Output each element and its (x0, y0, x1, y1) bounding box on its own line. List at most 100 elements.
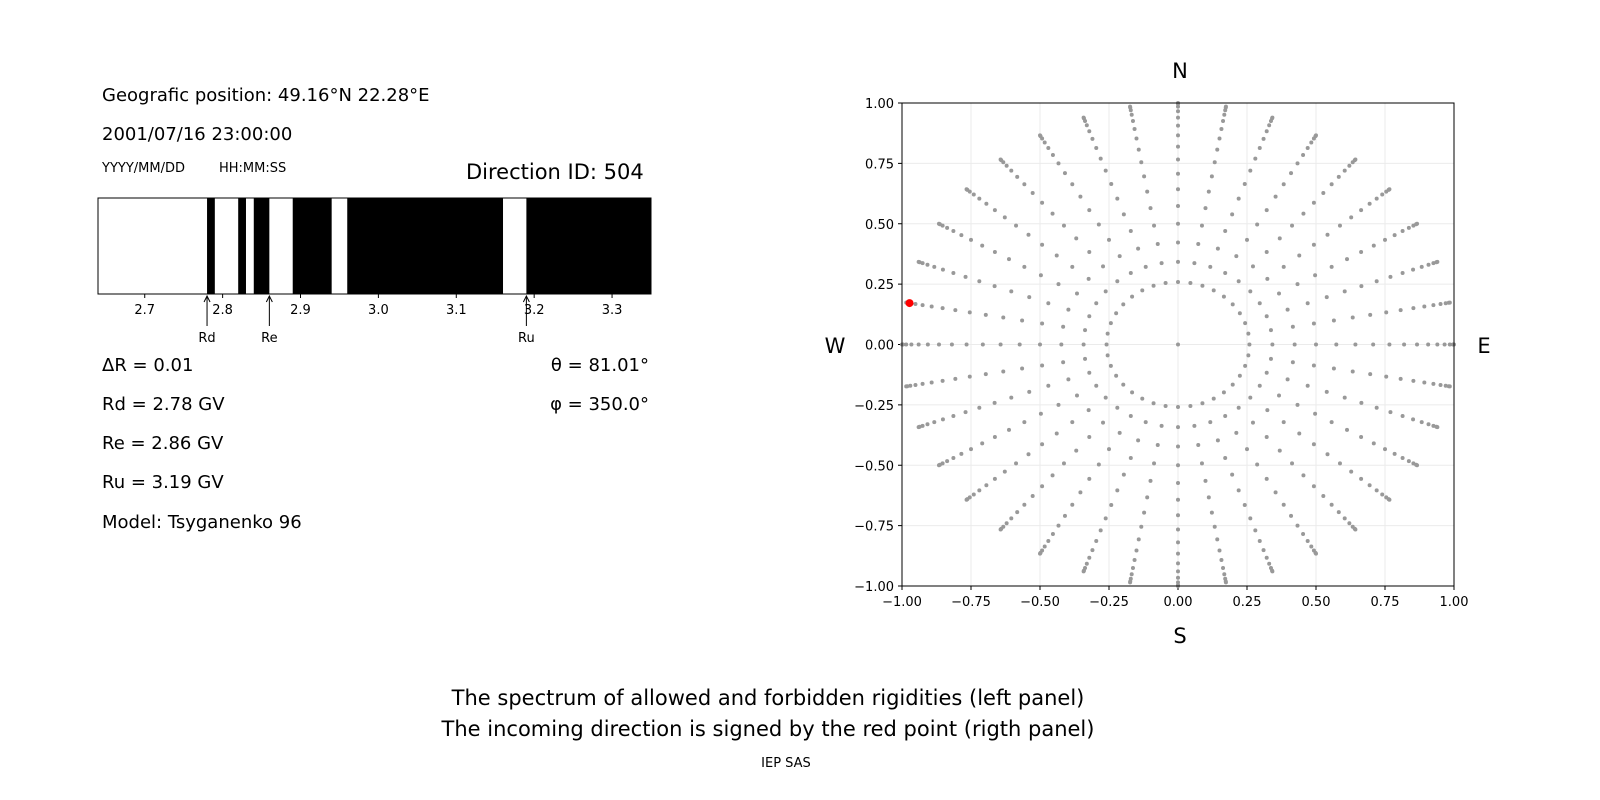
direction-point (1221, 119, 1226, 124)
direction-point (1128, 270, 1133, 275)
direction-point (1196, 241, 1201, 246)
direction-point (1400, 455, 1405, 460)
direction-point (1222, 112, 1227, 117)
direction-point (1329, 182, 1334, 187)
direction-point (1206, 495, 1211, 500)
direction-point (1290, 360, 1295, 365)
direction-point (1148, 478, 1153, 483)
direction-point (932, 420, 937, 425)
direction-point (1253, 528, 1258, 533)
direction-point (1255, 462, 1260, 467)
direction-point (1426, 422, 1431, 427)
direction-point (1324, 389, 1329, 394)
direction-point (1277, 291, 1282, 296)
direction-point (1295, 161, 1300, 166)
direction-point (1206, 189, 1211, 194)
direction-point (1290, 324, 1295, 329)
direction-point (1050, 152, 1055, 157)
direction-point (1314, 133, 1318, 138)
theta-value: θ = 81.01° (550, 355, 649, 376)
direction-point (1121, 382, 1126, 387)
direction-point (940, 306, 945, 311)
compass-north: N (1172, 59, 1188, 83)
direction-point (1245, 447, 1249, 452)
direction-point (1388, 410, 1393, 415)
direction-point (1040, 363, 1045, 368)
direction-point (1221, 294, 1226, 299)
direction-point (1117, 430, 1122, 435)
direction-point (904, 384, 909, 389)
direction-point (1103, 516, 1108, 521)
direction-point (1128, 455, 1133, 460)
direction-point (1350, 315, 1355, 320)
direction-point (992, 434, 997, 439)
direction-point (913, 383, 918, 388)
direction-point (1261, 136, 1266, 141)
direction-point (916, 425, 921, 430)
direction-point (1230, 382, 1235, 387)
direction-point (967, 374, 972, 379)
direction-point (1081, 342, 1086, 347)
direction-point (1268, 356, 1273, 361)
direction-point (1398, 376, 1403, 381)
direction-point (1038, 133, 1042, 138)
direction-point (1004, 521, 1009, 526)
x-tick-label: −0.75 (951, 595, 991, 610)
x-tick-label: 2.8 (212, 303, 233, 318)
direction-point (1350, 369, 1355, 374)
direction-point (1151, 283, 1156, 288)
direction-point (1384, 310, 1389, 315)
direction-point (1305, 383, 1310, 388)
direction-point (1038, 551, 1042, 556)
direction-point (1387, 497, 1392, 502)
direction-point (1422, 304, 1427, 309)
direction-point (1246, 331, 1251, 336)
direction-point (1038, 411, 1043, 416)
direction-point (1212, 524, 1217, 529)
direction-point (1042, 140, 1047, 145)
direction-point (1139, 524, 1144, 529)
direction-point (971, 492, 976, 497)
direction-point (1061, 360, 1066, 365)
direction-point (1325, 452, 1330, 457)
direction-point (1359, 250, 1364, 255)
direction-point (945, 459, 950, 464)
direction-point (1435, 342, 1440, 347)
direction-point (1277, 393, 1282, 398)
direction-point (949, 342, 954, 347)
direction-point (1066, 307, 1071, 312)
direction-point (953, 376, 958, 381)
model: Model: Tsyganenko 96 (102, 512, 302, 533)
x-tick-label: −0.25 (1089, 595, 1129, 610)
direction-point (925, 262, 930, 267)
direction-point (1009, 168, 1014, 173)
direction-point (980, 342, 985, 347)
allowed-band (98, 198, 208, 294)
direction-point (1422, 380, 1427, 385)
direction-point (1415, 342, 1420, 347)
direction-point (1277, 448, 1282, 453)
direction-point (1222, 572, 1227, 577)
direction-point (1094, 383, 1099, 388)
direction-point (1009, 395, 1014, 400)
direction-point (1046, 539, 1051, 544)
direction-point (1264, 434, 1269, 439)
direction-point (1267, 123, 1272, 128)
direction-point (1443, 301, 1448, 306)
direction-point (1176, 463, 1180, 468)
direction-point (1087, 476, 1092, 481)
direction-point (1236, 488, 1241, 493)
direction-point (1078, 194, 1083, 199)
direction-point (1297, 431, 1302, 436)
marker-label-ru: Ru (518, 331, 535, 346)
direction-point (1329, 420, 1334, 425)
direction-point (1139, 160, 1144, 165)
direction-point (1115, 279, 1120, 284)
direction-point (1384, 374, 1389, 379)
direction-point (1297, 253, 1302, 258)
direction-point (1130, 390, 1135, 395)
direction-point (1265, 276, 1270, 281)
direction-point (1163, 280, 1168, 285)
direction-point (1383, 447, 1387, 452)
direction-point (969, 237, 973, 242)
